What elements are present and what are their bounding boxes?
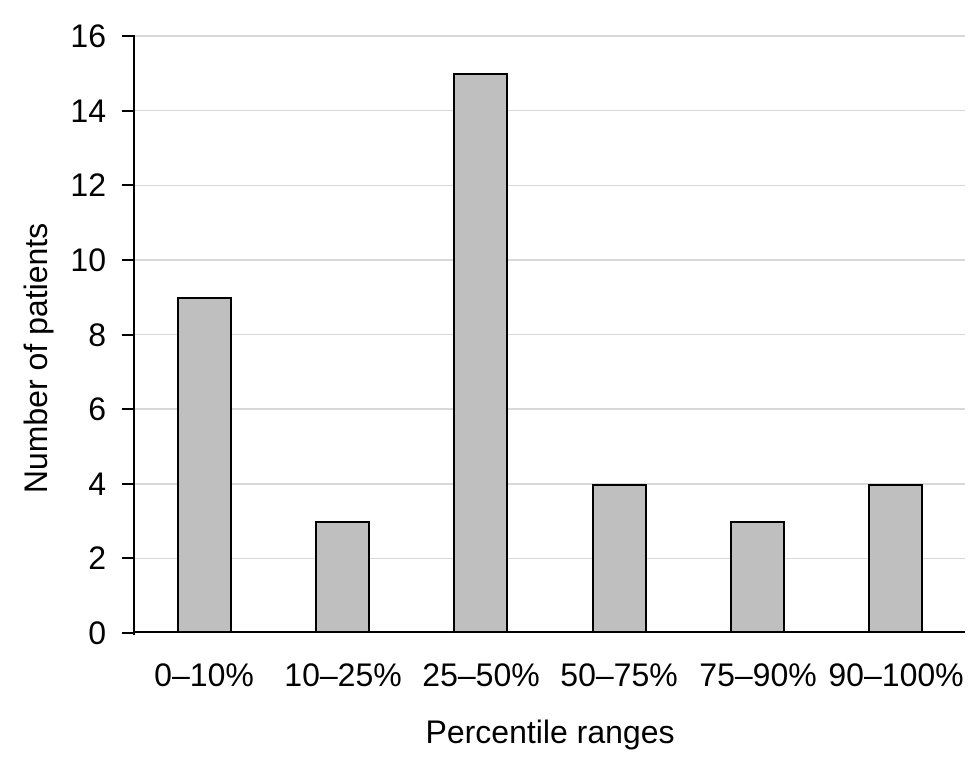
y-axis-tick-label: 10	[70, 241, 106, 278]
y-axis-tick	[122, 258, 135, 261]
gridline	[135, 184, 965, 186]
gridline	[135, 333, 965, 336]
y-axis-tick	[122, 632, 135, 634]
y-axis-tick-label: 6	[88, 391, 106, 428]
y-axis-tick	[122, 408, 135, 411]
y-axis-tick	[122, 35, 135, 37]
y-axis-tick-label: 14	[70, 92, 106, 129]
x-axis-line	[133, 631, 965, 633]
bar-25–50%	[453, 73, 508, 633]
plot-area	[135, 35, 965, 633]
gridline	[135, 259, 965, 261]
gridline	[135, 483, 965, 485]
x-axis-tick-label: 75–90%	[699, 657, 817, 693]
bar-50–75%	[592, 484, 647, 633]
y-axis-tick-label: 2	[88, 540, 106, 577]
bar-75–90%	[730, 521, 785, 633]
y-axis-tick-label: 4	[88, 465, 106, 502]
gridline	[135, 109, 965, 112]
y-axis-tick	[122, 557, 135, 560]
y-axis-line	[133, 36, 135, 635]
bar-90–100%	[868, 484, 923, 633]
gridline	[135, 35, 965, 37]
bar-10–25%	[315, 521, 370, 633]
y-axis-tick-label: 16	[70, 18, 106, 54]
x-axis-tick-label: 10–25%	[284, 657, 402, 693]
gridline	[135, 408, 965, 410]
bar-0–10%	[177, 297, 232, 633]
x-axis-tick-label: 0–10%	[154, 657, 254, 693]
y-axis-tick	[122, 333, 135, 336]
x-axis-tick-label: 25–50%	[422, 657, 540, 693]
y-axis-tick-label: 12	[70, 167, 106, 204]
x-axis-tick-label: 50–75%	[560, 657, 678, 693]
gridline	[135, 557, 965, 560]
x-axis-title: Percentile ranges	[425, 714, 675, 750]
y-axis-tick	[122, 109, 135, 112]
y-axis-tick-label: 8	[88, 316, 106, 353]
y-axis-tick-label: 0	[88, 615, 106, 651]
x-axis-tick-label: 90–100%	[828, 657, 964, 693]
y-axis-tick	[122, 184, 135, 187]
y-axis-tick	[122, 482, 135, 485]
